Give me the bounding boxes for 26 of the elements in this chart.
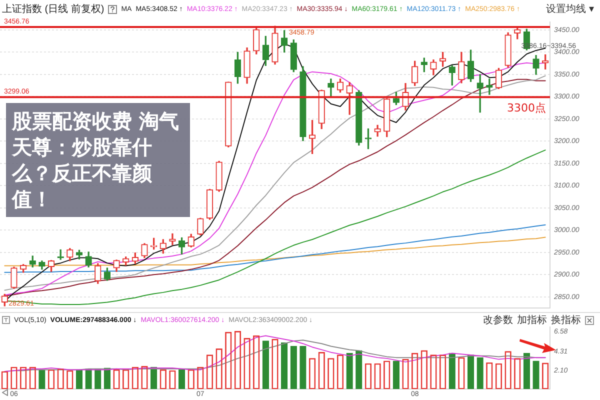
bar: [94, 368, 102, 389]
annotation: 3300点: [507, 102, 546, 114]
bar: [290, 346, 297, 389]
text: 设置均线 ▾: [546, 2, 594, 16]
bar: [523, 352, 530, 389]
bar: [150, 366, 158, 389]
bar: [38, 369, 46, 389]
bar: [476, 357, 484, 389]
bar: [85, 368, 92, 389]
text: 改参数: [483, 314, 513, 326]
chart-subtitle: 上证指数 (日线 前复权): [2, 2, 104, 16]
bar: [532, 360, 540, 389]
bar: [467, 354, 474, 389]
bar: [392, 360, 400, 389]
bar: [76, 369, 83, 389]
bar: [178, 369, 186, 389]
bar: [346, 352, 353, 389]
text: 换指标: [551, 314, 581, 326]
bar: [104, 368, 111, 389]
bar: [280, 342, 288, 389]
text: 股票配资收费 淘气天尊：炒股靠什么？反正不靠颜值！: [12, 108, 180, 212]
bar: [448, 352, 456, 389]
bar: [262, 340, 270, 389]
bar: [356, 350, 362, 389]
text: 加指标: [517, 314, 547, 326]
bar: [300, 346, 306, 389]
